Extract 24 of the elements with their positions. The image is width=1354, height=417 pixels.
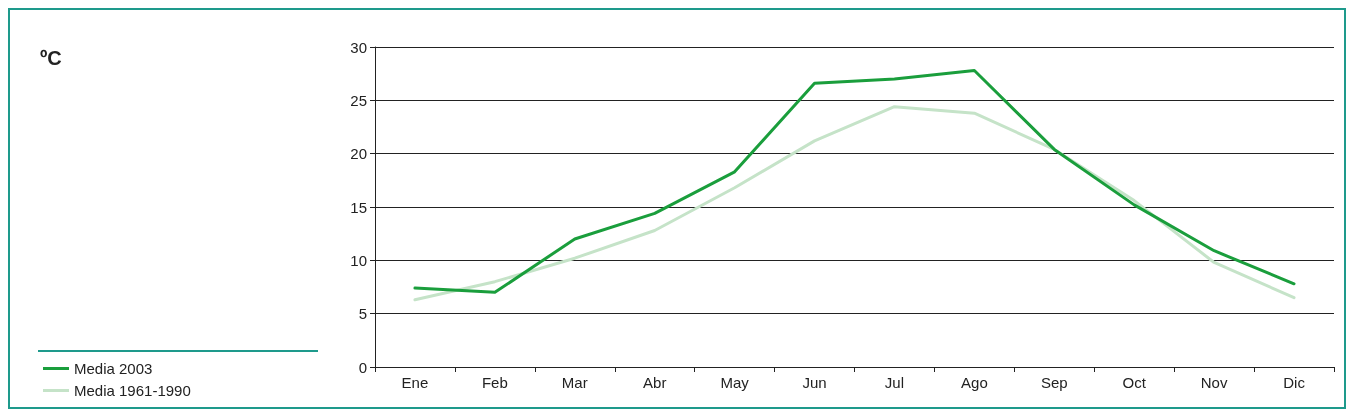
x-tick-label: Feb — [481, 374, 508, 391]
y-tick-label: 10 — [350, 251, 367, 269]
y-tick-label: 25 — [350, 91, 367, 109]
x-tick-label: Nov — [1200, 374, 1228, 391]
x-tick-label: Dic — [1283, 374, 1306, 391]
legend-label: Media 2003 — [74, 360, 153, 377]
x-tick-label: Mar — [561, 374, 588, 391]
x-tick-label: Jul — [884, 374, 905, 391]
y-tick-label: 5 — [358, 305, 367, 323]
text: ºC — [40, 47, 62, 69]
x-tick-label: Abr — [643, 374, 667, 391]
y-tick-label: 0 — [358, 358, 367, 376]
x-tick-label: Ago — [961, 374, 988, 391]
legend-label: Media 1961-1990 — [74, 382, 191, 399]
x-tick-label: May — [720, 374, 750, 391]
y-tick-label: 20 — [350, 145, 367, 163]
line-series — [413, 105, 1296, 302]
x-tick-label: Oct — [1122, 374, 1147, 391]
x-tick-label: Ene — [401, 374, 429, 391]
x-tick-label: Sep — [1040, 374, 1068, 391]
y-tick-label: 15 — [350, 198, 367, 216]
x-tick-label: Jun — [802, 374, 827, 391]
y-tick-label: 30 — [350, 38, 367, 56]
line-series — [413, 68, 1296, 294]
